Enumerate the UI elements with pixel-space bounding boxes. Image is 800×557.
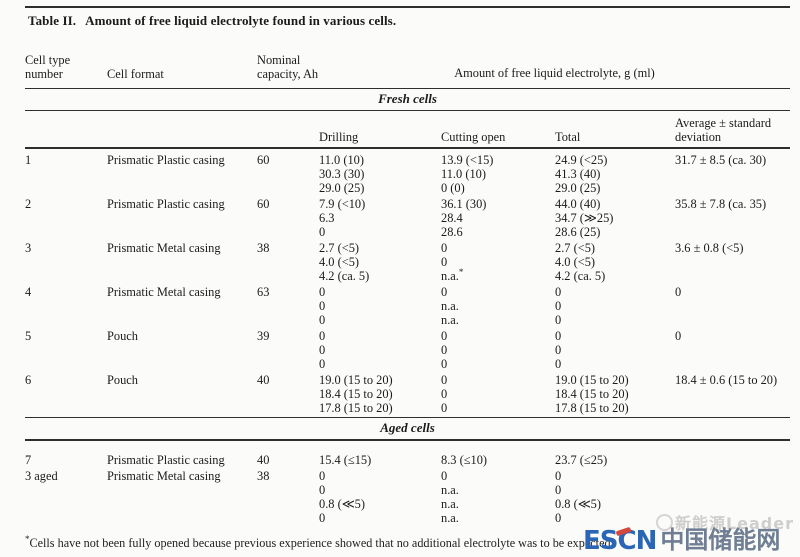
aged-section-top-rule bbox=[25, 416, 790, 419]
cell-capacity: 40 bbox=[257, 372, 270, 387]
cell-format: Prismatic Plastic casing bbox=[107, 196, 225, 211]
header-cell-format: Cell format bbox=[107, 66, 164, 81]
cell-total: 0 0 0.8 (≪5) 0 bbox=[555, 468, 602, 525]
cell-capacity: 38 bbox=[257, 240, 270, 255]
escn-logo-cn: 中国储能网 bbox=[660, 526, 781, 554]
cell-average: 18.4 ± 0.6 (15 to 20) bbox=[675, 372, 778, 387]
table-subheader-row: Drilling Cutting open Total Average ± st… bbox=[25, 111, 790, 147]
section-label-aged-cells: Aged cells bbox=[380, 420, 435, 436]
cell-format: Prismatic Plastic casing bbox=[107, 152, 225, 167]
table-row: 1 Prismatic Plastic casing 60 11.0 (10) 30.3… bbox=[25, 153, 790, 195]
table-row: 3 Prismatic Metal casing 38 2.7 (<5) 4.0 (<5… bbox=[25, 241, 790, 283]
table-footnote: *Cells have not been fully opened becaus… bbox=[25, 533, 725, 551]
fresh-section-rule bbox=[25, 110, 790, 112]
cell-drilling: 19.0 (15 to 20) 18.4 (15 to 20) 17.8 (15 t… bbox=[319, 372, 393, 415]
cell-capacity: 40 bbox=[257, 452, 270, 467]
cell-number: 7 bbox=[25, 452, 32, 467]
cell-capacity: 38 bbox=[257, 468, 270, 483]
table-row: 5 Pouch 39 0 0 0 0 0 0 0 0 0 0 bbox=[25, 329, 790, 371]
top-rule bbox=[25, 6, 790, 8]
cell-number: 6 bbox=[25, 372, 32, 387]
site-watermark: 新能源Leader ESCN 中国储能网 bbox=[583, 512, 798, 557]
cell-capacity: 60 bbox=[257, 152, 270, 167]
cell-cutting: 36.1 (30) 28.4 28.6 bbox=[441, 196, 487, 239]
cell-format: Prismatic Metal casing bbox=[107, 284, 221, 299]
cell-total: 19.0 (15 to 20) 18.4 (15 to 20) 17.8 (15 t… bbox=[555, 372, 629, 415]
cell-number: 3 bbox=[25, 240, 32, 255]
header-nominal-capacity: Nominal capacity, Ah bbox=[257, 52, 319, 81]
escn-logo: ESCN 中国储能网 bbox=[583, 520, 780, 556]
cell-average: 0 bbox=[675, 328, 682, 343]
cell-total: 44.0 (40) 34.7 (≫25) 28.6 (25) bbox=[555, 196, 614, 239]
cell-format: Pouch bbox=[107, 372, 138, 387]
subheader-cutting-open: Cutting open bbox=[441, 130, 506, 145]
cell-drilling: 15.4 (≤15) bbox=[319, 452, 372, 467]
cell-number: 4 bbox=[25, 284, 32, 299]
subheader-average: Average ± standard deviation bbox=[675, 116, 772, 145]
cell-capacity: 60 bbox=[257, 196, 270, 211]
subheader-total: Total bbox=[555, 130, 581, 145]
header-cell-type-number: Cell type number bbox=[25, 52, 71, 81]
cell-capacity: 63 bbox=[257, 284, 270, 299]
cell-drilling: 0 0 0.8 (≪5) 0 bbox=[319, 468, 366, 525]
table-title-text: Amount of free liquid electrolyte found … bbox=[85, 12, 397, 28]
aged-cells-rows: 7 Prismatic Plastic casing 40 15.4 (≤15) 8.3… bbox=[25, 453, 790, 525]
fresh-cells-rows: 1 Prismatic Plastic casing 60 11.0 (10) 30.3… bbox=[25, 153, 790, 415]
cell-cutting: 13.9 (<15) 11.0 (10) 0 (0) bbox=[441, 152, 494, 195]
cell-format: Prismatic Plastic casing bbox=[107, 452, 225, 467]
cell-average: 31.7 ± 8.5 (ca. 30) bbox=[675, 152, 767, 167]
cell-cutting: 0 0 n.a.* bbox=[441, 240, 464, 283]
table-row: 2 Prismatic Plastic casing 60 7.9 (<10) 6.3 0… bbox=[25, 197, 790, 239]
cell-number: 2 bbox=[25, 196, 32, 211]
table-row: 7 Prismatic Plastic casing 40 15.4 (≤15) 8.3… bbox=[25, 453, 790, 467]
cell-cutting: 0 n.a. n.a. bbox=[441, 284, 459, 327]
header-bottom-rule bbox=[25, 87, 790, 90]
aged-section-rule bbox=[25, 439, 790, 441]
table-row: 4 Prismatic Metal casing 63 0 0 0 0 n.a. n.a. 0 0 0… bbox=[25, 285, 790, 327]
table-title: Table II. Amount of free liquid electroly… bbox=[28, 13, 790, 29]
table-title-label: Table II. bbox=[28, 12, 77, 28]
faint-watermark-icon bbox=[655, 514, 673, 531]
cell-average: 0 bbox=[675, 284, 682, 299]
cell-total: 23.7 (≤25) bbox=[555, 452, 608, 467]
footnote-reference: * bbox=[458, 266, 464, 277]
subheader-bottom-rule bbox=[25, 147, 790, 149]
subheader-drilling: Drilling bbox=[319, 130, 359, 145]
escn-logo-en: ESCN bbox=[583, 526, 657, 556]
faint-watermark-text: 新能源Leader bbox=[674, 514, 794, 533]
section-label-fresh-cells: Fresh cells bbox=[378, 91, 437, 107]
cell-format: Prismatic Metal casing bbox=[107, 468, 221, 483]
header-electrolyte-group: Amount of free liquid electrolyte, g (ml… bbox=[454, 65, 655, 80]
cell-format: Pouch bbox=[107, 328, 138, 343]
cell-average: 35.8 ± 7.8 (ca. 35) bbox=[675, 196, 767, 211]
cell-cutting: 0 n.a. n.a. n.a. bbox=[441, 468, 459, 525]
cell-drilling: 11.0 (10) 30.3 (30) 29.0 (25) bbox=[319, 152, 365, 195]
cell-capacity: 39 bbox=[257, 328, 270, 343]
footnote-text: Cells have not been fully opened because… bbox=[29, 536, 614, 550]
cell-drilling: 2.7 (<5) 4.0 (<5) 4.2 (ca. 5) bbox=[319, 240, 370, 283]
table-row: 3 aged Prismatic Metal casing 38 0 0 0.8 (≪5)… bbox=[25, 469, 790, 525]
cell-number: 3 aged bbox=[25, 468, 58, 483]
footnote-marker: * bbox=[25, 533, 30, 544]
table-header-row: Cell type number Cell format Nominal cap… bbox=[25, 37, 790, 81]
cell-total: 2.7 (<5) 4.0 (<5) 4.2 (ca. 5) bbox=[555, 240, 606, 283]
cell-drilling: 7.9 (<10) 6.3 0 bbox=[319, 196, 366, 239]
faint-watermark: 新能源Leader bbox=[655, 510, 794, 534]
table-row: 6 Pouch 40 19.0 (15 to 20) 18.4 (15 to 20) 17… bbox=[25, 373, 790, 415]
cell-number: 5 bbox=[25, 328, 32, 343]
cell-total: 24.9 (<25) 41.3 (40) 29.0 (25) bbox=[555, 152, 608, 195]
cell-format: Prismatic Metal casing bbox=[107, 240, 221, 255]
cell-average: 3.6 ± 0.8 (<5) bbox=[675, 240, 744, 255]
cell-number: 1 bbox=[25, 152, 32, 167]
cell-cutting: 8.3 (≤10) bbox=[441, 452, 488, 467]
